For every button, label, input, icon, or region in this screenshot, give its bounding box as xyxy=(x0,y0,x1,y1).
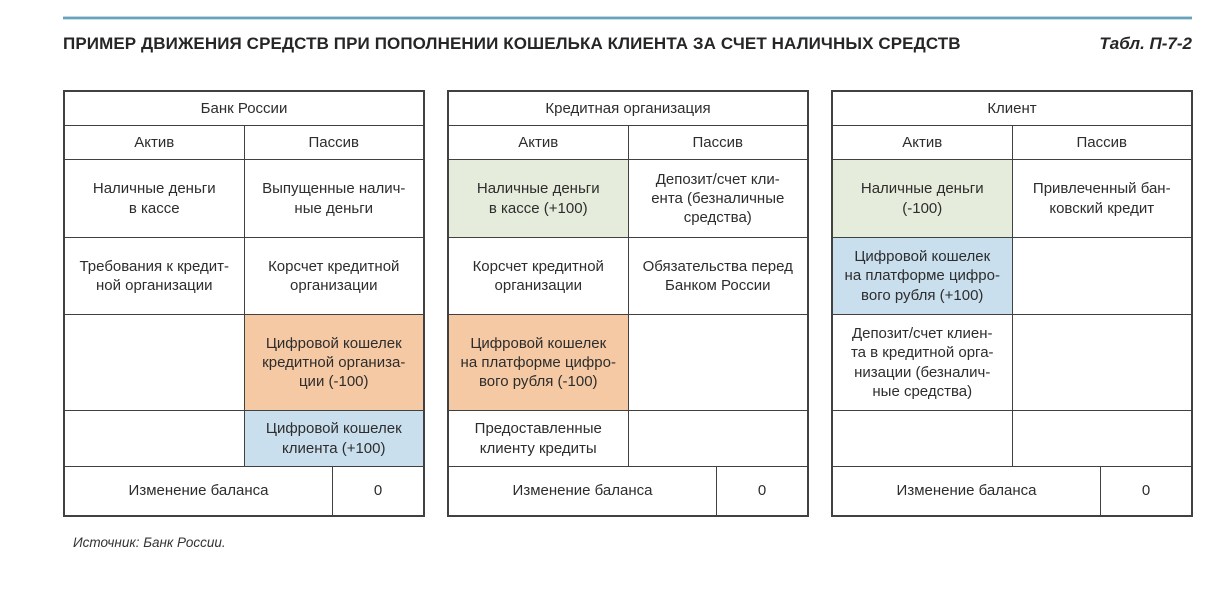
footer-value: 0 xyxy=(1101,467,1191,515)
table-cell: Депозит/счет клиен- та в кредитной орга-… xyxy=(833,315,1012,410)
table-cell xyxy=(1012,315,1191,410)
table-title: Кредитная организация xyxy=(449,92,807,125)
balance-tables: Банк России Актив Пассив Наличные деньги в … xyxy=(63,90,1217,517)
footer-label: Изменение баланса xyxy=(833,467,1100,515)
column-header-asset: Актив xyxy=(833,126,1012,159)
table-title: Банк России xyxy=(65,92,423,125)
table-title: Клиент xyxy=(833,92,1191,125)
table-reference: Табл. П-7-2 xyxy=(1099,34,1192,53)
table-cell: Корсчет кредитной организации xyxy=(244,238,423,314)
table-cell: Требования к кредит- ной организации xyxy=(65,238,244,314)
balance-table-1: Банк России Актив Пассив Наличные деньги в … xyxy=(63,90,425,517)
source-note: Источник: Банк России. xyxy=(73,535,226,550)
column-header-liability: Пассив xyxy=(1012,126,1191,159)
table-cell: Привлеченный бан- ковский кредит xyxy=(1012,160,1191,237)
table-cell: Выпущенные налич- ные деньги xyxy=(244,160,423,237)
footer-value: 0 xyxy=(717,467,807,515)
table-cell: Цифровой кошелек кредитной организа- ции… xyxy=(244,315,423,410)
table-cell: Корсчет кредитной организации xyxy=(449,238,628,314)
column-header-asset: Актив xyxy=(65,126,244,159)
table-cell xyxy=(628,411,807,466)
column-header-asset: Актив xyxy=(449,126,628,159)
table-cell xyxy=(65,315,244,410)
table-cell xyxy=(628,315,807,410)
footer-label: Изменение баланса xyxy=(449,467,716,515)
table-cell: Наличные деньги в кассе xyxy=(65,160,244,237)
column-header-liability: Пассив xyxy=(628,126,807,159)
footer-row: Изменение баланса 0 xyxy=(833,467,1191,515)
table-cell: Цифровой кошелек на платформе цифро- вог… xyxy=(449,315,628,410)
page-title: ПРИМЕР ДВИЖЕНИЯ СРЕДСТВ ПРИ ПОПОЛНЕНИИ К… xyxy=(63,34,961,53)
footer-label: Изменение баланса xyxy=(65,467,332,515)
table-cell xyxy=(1012,238,1191,314)
title-row: ПРИМЕР ДВИЖЕНИЯ СРЕДСТВ ПРИ ПОПОЛНЕНИИ К… xyxy=(63,34,1192,54)
table-cell: Обязательства перед Банком России xyxy=(628,238,807,314)
balance-table-3: Клиент Актив Пассив Наличные деньги (-100) П… xyxy=(831,90,1193,517)
footer-row: Изменение баланса 0 xyxy=(65,467,423,515)
footer-value: 0 xyxy=(333,467,423,515)
table-cell: Наличные деньги (-100) xyxy=(833,160,1012,237)
table-cell: Предоставленные клиенту кредиты xyxy=(449,411,628,466)
table-cell xyxy=(65,411,244,466)
column-header-liability: Пассив xyxy=(244,126,423,159)
table-cell xyxy=(1012,411,1191,466)
table-cell: Цифровой кошелек клиента (+100) xyxy=(244,411,423,466)
table-cell: Цифровой кошелек на платформе цифро- вог… xyxy=(833,238,1012,314)
accent-rule xyxy=(63,16,1192,20)
footer-row: Изменение баланса 0 xyxy=(449,467,807,515)
table-cell: Наличные деньги в кассе (+100) xyxy=(449,160,628,237)
table-cell xyxy=(833,411,1012,466)
table-cell: Депозит/счет кли- ента (безналичные сред… xyxy=(628,160,807,237)
balance-table-2: Кредитная организация Актив Пассив Наличные… xyxy=(447,90,809,517)
